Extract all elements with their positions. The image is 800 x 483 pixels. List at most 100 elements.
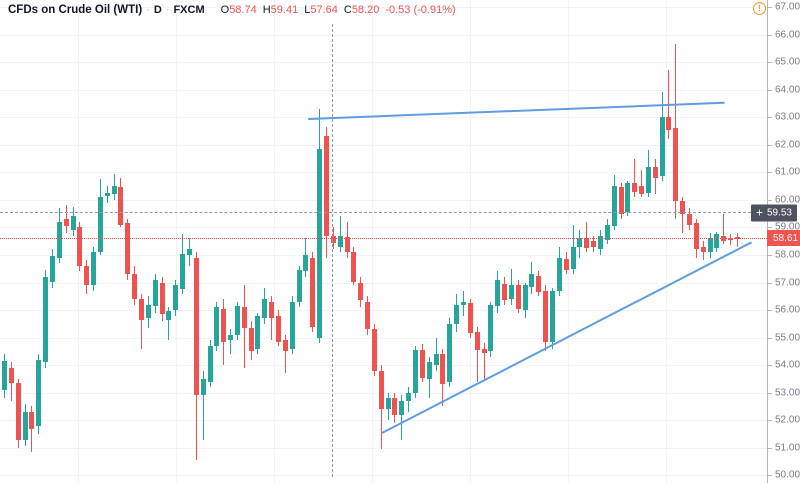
candle-body <box>358 282 364 301</box>
axis-price-label: 60.00 <box>775 194 800 206</box>
legend-separator: · <box>165 4 170 16</box>
axis-price-label: 56.00 <box>775 304 800 316</box>
candle-body <box>248 327 254 352</box>
candle-body <box>467 303 473 334</box>
candle-wick <box>230 329 232 355</box>
candle-body <box>502 283 508 301</box>
axis-price-label: 58.00 <box>775 249 800 261</box>
candle-body <box>200 378 206 396</box>
crosshair-horizontal-line <box>0 212 751 214</box>
candle-body <box>84 265 90 286</box>
candle-body <box>2 361 7 390</box>
axis-price-label: 50.00 <box>775 469 800 481</box>
axis-price-label: 57.00 <box>775 277 800 288</box>
candle-body <box>584 238 590 249</box>
candle-body <box>234 305 240 335</box>
candle-body <box>317 148 323 338</box>
horizontal-gridline <box>0 117 767 119</box>
candle-body <box>474 332 480 350</box>
candle-wick <box>401 395 403 440</box>
candle-body <box>508 285 514 300</box>
candle-body <box>262 299 268 319</box>
horizontal-gridline <box>0 337 767 339</box>
axis-price-label: 66.00 <box>775 29 800 41</box>
candle-body <box>159 282 165 315</box>
candle-body <box>145 304 151 319</box>
candle-body <box>36 359 42 426</box>
axis-tick <box>768 254 772 256</box>
candle-body <box>543 290 549 342</box>
vertical-gridline <box>176 0 177 483</box>
candle-body <box>303 254 309 272</box>
candle-body <box>337 235 343 247</box>
candle-body <box>378 370 384 410</box>
horizontal-gridline <box>0 475 767 477</box>
candle-body <box>385 398 391 410</box>
axis-price-label: 54.00 <box>775 359 800 371</box>
candle-body <box>207 345 213 382</box>
last-price-label: 58.61 <box>773 232 799 244</box>
candle-body <box>139 299 144 320</box>
candle-wick <box>141 293 142 349</box>
candle-body <box>221 308 227 342</box>
interval-label[interactable]: D <box>153 4 162 16</box>
axis-tick <box>768 34 772 36</box>
candle-wick <box>31 406 33 452</box>
candle-body <box>118 187 124 225</box>
candle-body <box>433 354 439 366</box>
axis-tick <box>768 282 772 284</box>
candle-body <box>173 285 179 311</box>
axis-price-label: 51.00 <box>775 442 800 454</box>
change-value: -0.53 (-0.91%) <box>385 4 456 16</box>
exchange-label[interactable]: FXCM <box>173 4 205 16</box>
candle-body <box>371 329 377 371</box>
candle-body <box>180 253 186 290</box>
axis-tick <box>768 89 772 91</box>
candle-body <box>406 392 412 401</box>
candle-body <box>97 197 103 253</box>
candle-body <box>399 400 405 415</box>
candle-wick <box>641 169 643 198</box>
axis-tick <box>768 447 772 449</box>
axis-tick <box>768 199 772 201</box>
crosshair-price-badge: + 59.53 <box>751 204 797 222</box>
axis-tick <box>768 337 772 339</box>
close-value: 58.20 <box>351 4 380 16</box>
axis-price-label: 62.00 <box>775 139 800 151</box>
data-warning-icon[interactable]: ! <box>753 2 766 15</box>
high-value: 59.41 <box>270 4 299 16</box>
candle-wick <box>736 232 738 247</box>
axis-price-label: 67.00 <box>775 1 800 13</box>
axis-tick <box>768 62 772 64</box>
candle-body <box>673 128 679 202</box>
candle-body <box>276 315 281 342</box>
horizontal-gridline <box>0 34 767 36</box>
candle-body <box>289 301 295 349</box>
add-alert-plus-icon[interactable]: + <box>756 205 764 220</box>
symbol-name[interactable]: CFDs on Crude Oil (WTI) <box>8 4 143 16</box>
crosshair-vertical-line <box>332 24 333 477</box>
candle-wick <box>168 307 170 341</box>
horizontal-gridline <box>0 254 767 256</box>
axis-price-label: 64.00 <box>775 84 800 96</box>
axis-tick <box>768 365 772 367</box>
axis-tick <box>768 310 772 312</box>
candle-body <box>255 315 261 349</box>
candle-body <box>611 186 617 226</box>
open-value: 58.74 <box>229 4 257 16</box>
high-key: H <box>262 4 271 16</box>
candle-body <box>330 235 336 243</box>
candle-body <box>440 354 446 385</box>
axis-price-label: 61.00 <box>775 166 800 178</box>
candle-body <box>460 301 466 305</box>
candle-wick <box>339 216 341 253</box>
vertical-gridline <box>470 0 471 483</box>
candle-body <box>522 285 528 311</box>
axis-price-label: 65.00 <box>775 56 800 68</box>
horizontal-gridline <box>0 144 767 146</box>
candle-wick <box>483 343 485 379</box>
candle-wick <box>682 197 684 233</box>
price-chart-pane[interactable]: CFDs on Crude Oil (WTI) · D · FXCM O58.74 H59.… <box>0 0 767 483</box>
axis-tick <box>768 420 772 422</box>
